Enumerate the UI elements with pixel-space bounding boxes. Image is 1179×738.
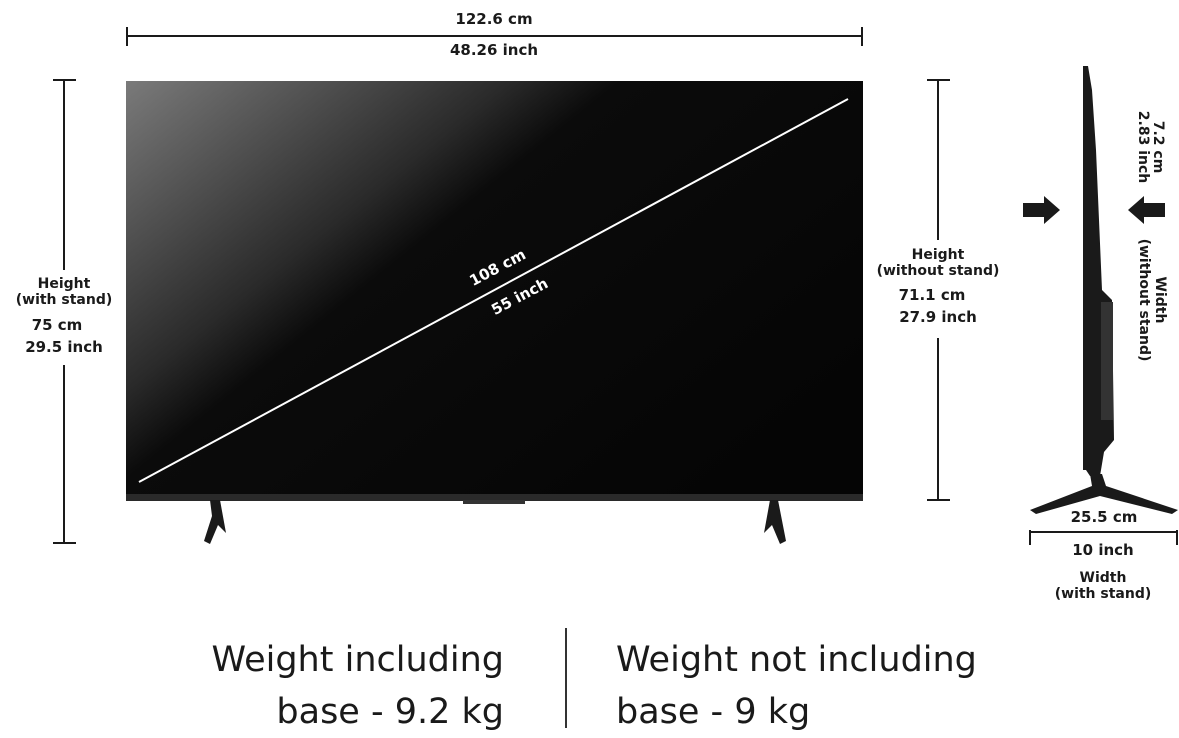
- arrow-left-icon: [1128, 196, 1165, 224]
- tv-logo-strip: [463, 500, 525, 504]
- weight-divider: [565, 628, 567, 728]
- arrow-right-icon: [1023, 196, 1060, 224]
- stand-width-line: [1029, 530, 1178, 545]
- weight-without-base-line-1: Weight not including: [616, 640, 977, 680]
- width-inch-label: 48.26 inch: [450, 41, 538, 59]
- weight-without-base: Weight not including base - 9 kg: [616, 634, 977, 738]
- weight-without-base-line-2: base - 9 kg: [616, 692, 811, 732]
- tv-screen: [126, 81, 863, 496]
- height-without-stand-inch: 27.9 inch: [899, 308, 977, 326]
- tv-side-profile: [1030, 66, 1178, 514]
- stand-width-label-1: Width: [1080, 570, 1127, 586]
- stand-width-cm: 25.5 cm: [1071, 508, 1138, 526]
- stand-width-inch: 10 inch: [1072, 541, 1134, 559]
- tv-bottom-bezel: [126, 494, 863, 501]
- weight-with-base: Weight including base - 9.2 kg: [212, 634, 504, 738]
- height-with-stand-label-1: Height: [38, 276, 91, 292]
- depth-cm-label: 7.2 cm: [1150, 121, 1166, 174]
- height-with-stand-line: [53, 79, 76, 544]
- weight-with-base-line-1: Weight including: [211, 640, 504, 680]
- depth-without-stand-label-2: (without stand): [1136, 239, 1152, 362]
- width-cm-label: 122.6 cm: [455, 10, 532, 28]
- depth-without-stand-label-1: Width: [1152, 277, 1168, 324]
- tv-right-foot: [764, 500, 786, 544]
- weight-with-base-line-2: base - 9.2 kg: [276, 692, 504, 732]
- height-with-stand-label-2: (with stand): [16, 292, 113, 308]
- height-with-stand-cm: 75 cm: [32, 316, 83, 334]
- tv-left-foot: [204, 500, 226, 544]
- diagonal-line: [138, 98, 849, 483]
- height-without-stand-label-2: (without stand): [877, 263, 1000, 279]
- depth-inch-label: 2.83 inch: [1135, 111, 1151, 183]
- tv-front: 108 cm 55 inch: [126, 81, 863, 544]
- stand-width-label-2: (with stand): [1055, 586, 1152, 602]
- width-dimension-line: [126, 27, 863, 46]
- height-without-stand-line: [927, 79, 950, 501]
- height-without-stand-cm: 71.1 cm: [899, 286, 966, 304]
- height-with-stand-inch: 29.5 inch: [25, 338, 103, 356]
- height-without-stand-label-1: Height: [912, 247, 965, 263]
- tv-side-ports: [1101, 302, 1113, 420]
- tv-side-stand: [1030, 474, 1178, 514]
